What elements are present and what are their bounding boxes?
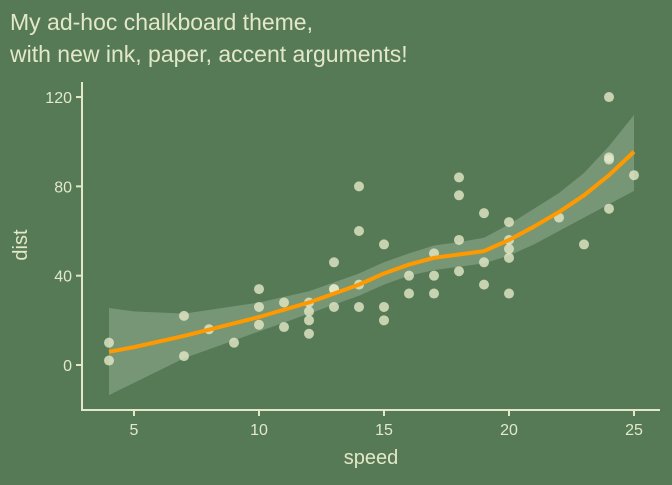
data-point	[504, 288, 514, 299]
chart-title-line2: with new ink, paper, accent arguments!	[9, 41, 408, 67]
data-point	[429, 270, 439, 281]
data-point	[454, 266, 464, 277]
data-point	[579, 239, 589, 250]
y-tick-label: 40	[54, 269, 72, 286]
data-point	[429, 288, 439, 299]
data-point	[354, 181, 364, 192]
smooth-line	[108, 150, 636, 354]
data-point	[454, 172, 464, 183]
data-point	[254, 284, 264, 295]
data-point	[604, 92, 614, 103]
x-axis-label: speed	[344, 447, 399, 469]
data-point	[504, 243, 514, 254]
data-point	[254, 301, 264, 312]
confidence-band	[109, 114, 634, 396]
data-point	[379, 239, 389, 250]
data-point	[179, 310, 189, 321]
data-point	[504, 252, 514, 263]
data-point	[354, 301, 364, 312]
x-tick-label: 25	[625, 422, 643, 439]
data-point	[254, 319, 264, 330]
data-point	[279, 297, 289, 308]
data-point	[354, 226, 364, 237]
y-tick-label: 80	[54, 179, 72, 196]
data-point	[379, 301, 389, 312]
data-point	[479, 208, 489, 219]
data-point	[304, 328, 314, 339]
data-point	[479, 279, 489, 290]
x-tick-label: 5	[130, 422, 139, 439]
data-point	[479, 257, 489, 268]
data-point	[629, 170, 639, 181]
x-tick-label: 20	[500, 422, 518, 439]
data-point	[329, 301, 339, 312]
data-point	[404, 288, 414, 299]
data-point	[604, 203, 614, 214]
x-tick-label: 10	[250, 422, 268, 439]
data-point	[604, 152, 614, 163]
data-point	[504, 217, 514, 228]
data-point	[304, 306, 314, 317]
x-tick-label: 15	[375, 422, 393, 439]
data-point	[179, 351, 189, 362]
data-point	[379, 315, 389, 326]
data-point	[329, 257, 339, 268]
data-point	[104, 355, 114, 366]
y-axis-label: dist	[10, 229, 32, 261]
y-tick-label: 120	[45, 90, 72, 107]
data-point	[454, 234, 464, 245]
data-point	[304, 315, 314, 326]
data-point	[404, 270, 414, 281]
data-point	[454, 190, 464, 201]
data-point	[279, 322, 289, 333]
data-point	[229, 337, 239, 348]
y-tick-label: 0	[63, 358, 72, 375]
data-point	[104, 337, 114, 348]
chart-title-line1: My ad-hoc chalkboard theme,	[10, 9, 313, 35]
